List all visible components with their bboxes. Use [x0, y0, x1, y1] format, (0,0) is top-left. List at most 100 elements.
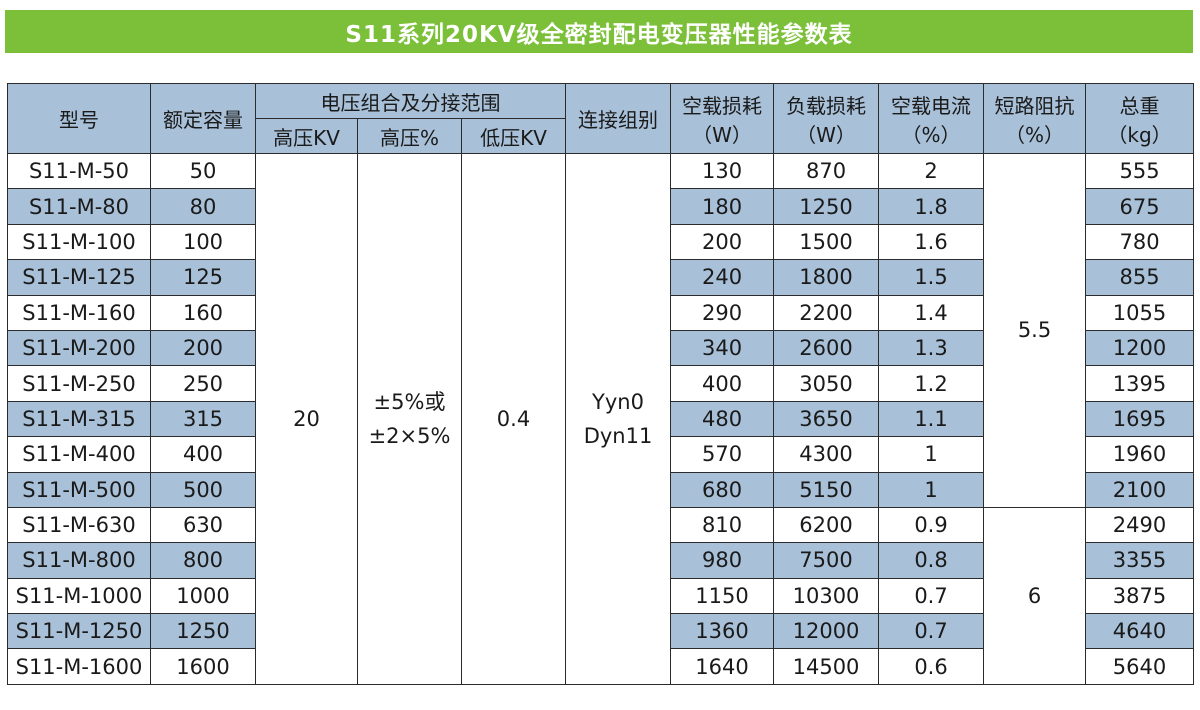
cell-weight: 1960	[1085, 436, 1195, 473]
cell-noload-loss: 400	[670, 365, 775, 402]
cell-noload-current: 2	[878, 152, 985, 190]
parameter-table: 型号 额定容量 电压组合及分接范围 连接组别 空载损耗 （W） 负载损耗 （W）…	[7, 83, 1195, 685]
header-capacity: 额定容量	[150, 83, 256, 154]
table-row: S11-M-400 400 570 4300 1 1960	[7, 436, 1195, 473]
cell-weight: 3875	[1085, 577, 1195, 615]
cell-capacity: 800	[150, 542, 256, 579]
cell-capacity: 1250	[150, 613, 256, 650]
table-row: S11-M-315 315 480 3650 1.1 1695	[7, 400, 1195, 438]
cell-connection: Yyn0 Dyn11	[565, 153, 672, 685]
cell-load-loss: 1500	[773, 223, 880, 261]
cell-noload-current: 0.7	[878, 613, 985, 650]
cell-noload-loss: 340	[670, 329, 775, 367]
cell-model: S11-M-500	[7, 471, 151, 508]
cell-hv-pct: ±5%或 ±2×5%	[357, 153, 462, 685]
table-row: S11-M-50 50 20 ±5%或 ±2×5% 0.4 Yyn0 Dyn11 130 870 2…	[7, 152, 1195, 685]
table-row: S11-M-80 80 180 1250 1.8 675	[7, 188, 1195, 225]
cell-load-loss: 3050	[773, 365, 880, 402]
cell-noload-loss: 810	[670, 506, 775, 544]
cell-model: S11-M-100	[7, 223, 151, 261]
cell-weight: 555	[1085, 152, 1195, 190]
cell-weight: 5640	[1085, 648, 1195, 685]
cell-weight: 3355	[1085, 542, 1195, 579]
cell-noload-current: 1	[878, 471, 985, 508]
cell-noload-loss: 1150	[670, 577, 775, 615]
hv-kv-value: 20	[293, 406, 320, 431]
cell-capacity: 400	[150, 436, 256, 473]
cell-load-loss: 870	[773, 152, 880, 190]
cell-capacity: 630	[150, 506, 256, 544]
header-noload-loss-unit: （W）	[692, 122, 752, 147]
lv-kv-value: 0.4	[496, 406, 531, 431]
cell-weight: 675	[1085, 188, 1195, 225]
header-noload-current: 空载电流 （%）	[878, 83, 985, 154]
cell-weight: 4640	[1085, 613, 1195, 650]
header-load-loss-label: 负载损耗	[786, 93, 867, 118]
cell-noload-loss: 240	[670, 259, 775, 296]
header-weight-label: 总重	[1119, 93, 1160, 118]
cell-noload-loss: 680	[670, 471, 775, 508]
header-impedance-label: 短路阻抗	[994, 93, 1075, 118]
cell-noload-loss: 130	[670, 152, 775, 190]
table-row: S11-M-500 500 680 5150 1 2100	[7, 471, 1195, 508]
header-weight: 总重 （kg）	[1085, 83, 1195, 154]
header-impedance-unit: （%）	[1005, 122, 1065, 147]
cell-load-loss: 1250	[773, 188, 880, 225]
cell-model: S11-M-1000	[7, 577, 151, 615]
cell-noload-loss: 1360	[670, 613, 775, 650]
cell-model: S11-M-400	[7, 436, 151, 473]
table-body: S11-M-50 50 20 ±5%或 ±2×5% 0.4 Yyn0 Dyn11 130 870 2…	[7, 152, 1195, 685]
cell-capacity: 100	[150, 223, 256, 261]
cell-model: S11-M-200	[7, 329, 151, 367]
table-row: S11-M-1000 1000 1150 10300 0.7 3875	[7, 577, 1195, 615]
cell-load-loss: 4300	[773, 436, 880, 473]
cell-weight: 2100	[1085, 471, 1195, 508]
cell-weight: 1055	[1085, 294, 1195, 331]
cell-load-loss: 5150	[773, 471, 880, 508]
cell-noload-loss: 980	[670, 542, 775, 579]
cell-capacity: 250	[150, 365, 256, 402]
connection-line-2: Dyn11	[583, 423, 653, 448]
cell-noload-current: 0.8	[878, 542, 985, 579]
connection-line-1: Yyn0	[592, 389, 644, 414]
cell-model: S11-M-250	[7, 365, 151, 402]
cell-noload-loss: 290	[670, 294, 775, 331]
cell-model: S11-M-160	[7, 294, 151, 331]
cell-noload-loss: 570	[670, 436, 775, 473]
cell-capacity: 160	[150, 294, 256, 331]
table-row: S11-M-200 200 340 2600 1.3 1200	[7, 329, 1195, 367]
cell-noload-current: 1.4	[878, 294, 985, 331]
cell-model: S11-M-315	[7, 400, 151, 438]
header-impedance: 短路阻抗 （%）	[983, 83, 1087, 154]
cell-noload-current: 0.7	[878, 577, 985, 615]
header-load-loss: 负载损耗 （W）	[773, 83, 880, 154]
header-load-loss-unit: （W）	[796, 122, 856, 147]
cell-noload-current: 1.1	[878, 400, 985, 438]
table-row: S11-M-160 160 290 2200 1.4 1055	[7, 294, 1195, 331]
table-row: S11-M-1250 1250 1360 12000 0.7 4640	[7, 613, 1195, 650]
cell-weight: 780	[1085, 223, 1195, 261]
cell-noload-current: 0.9	[878, 506, 985, 544]
cell-capacity: 50	[150, 152, 256, 190]
cell-load-loss: 12000	[773, 613, 880, 650]
cell-capacity: 80	[150, 188, 256, 225]
hv-pct-line-2: ±2×5%	[368, 423, 451, 448]
header-voltage-group: 电压组合及分接范围	[254, 83, 567, 119]
cell-impedance: 5.5	[983, 153, 1087, 508]
cell-load-loss: 3650	[773, 400, 880, 438]
table-row: S11-M-100 100 200 1500 1.6 780	[7, 223, 1195, 261]
cell-capacity: 1600	[150, 648, 256, 685]
cell-lv-kv: 0.4	[460, 153, 567, 685]
header-connection: 连接组别	[565, 83, 672, 154]
hv-pct-line-1: ±5%或	[373, 389, 446, 414]
cell-load-loss: 2200	[773, 294, 880, 331]
header-weight-unit: （kg）	[1107, 122, 1172, 147]
cell-hv-kv: 20	[255, 153, 358, 685]
cell-load-loss: 7500	[773, 542, 880, 579]
header-model: 型号	[7, 83, 151, 154]
cell-noload-current: 1	[878, 436, 985, 473]
table-row: S11-M-800 800 980 7500 0.8 3355	[7, 542, 1195, 579]
table-row: S11-M-250 250 400 3050 1.2 1395	[7, 365, 1195, 402]
cell-model: S11-M-1600	[7, 648, 151, 685]
cell-noload-current: 1.5	[878, 259, 985, 296]
